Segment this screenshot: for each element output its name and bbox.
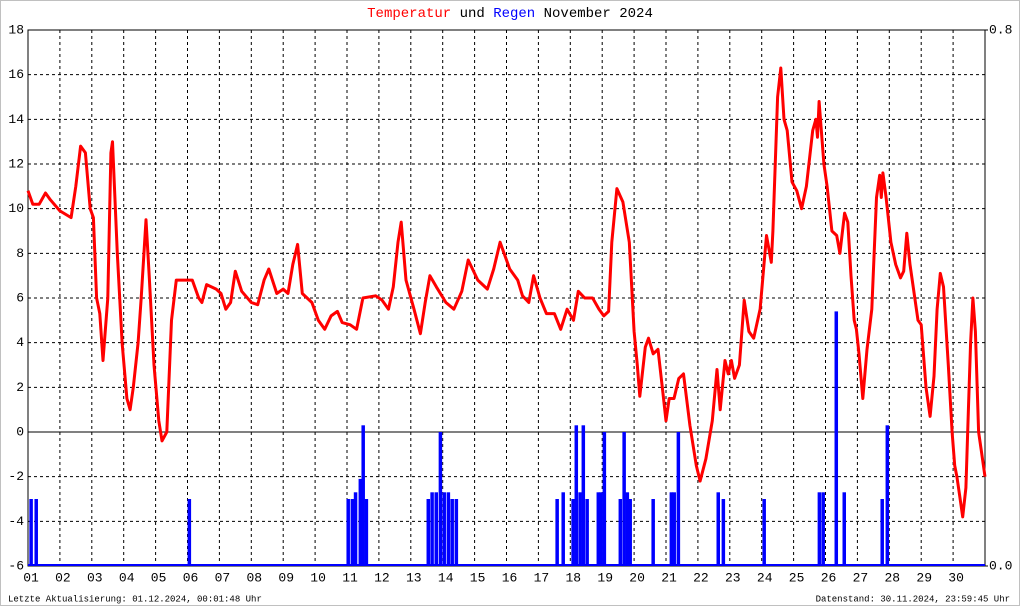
x-tick-label: 05 [151,570,167,585]
x-tick-label: 24 [757,570,773,585]
x-tick-label: 04 [119,570,135,585]
x-tick-label: 21 [661,570,677,585]
rain-bar [596,492,601,566]
rain-bar [821,492,825,566]
y-tick-label: -2 [8,469,24,484]
title-series-temp: Temperatur [367,6,451,22]
x-tick-label: 12 [374,570,390,585]
rain-bar [34,499,38,566]
rain-bar [716,492,720,566]
rain-bar [561,492,565,566]
y-tick-label: 4 [16,335,24,350]
x-tick-label: 06 [183,570,199,585]
rain-bar [676,432,681,566]
rain-bar [353,492,358,566]
y-tick-label: 18 [8,22,24,37]
x-tick-label: 30 [948,570,964,585]
rain-bar [618,499,623,566]
rain-bar [651,499,655,566]
rain-bar [721,499,726,566]
rain-bar [364,499,369,566]
rain-bar [434,492,439,566]
x-tick-label: 19 [597,570,613,585]
y-tick-label: 12 [8,156,24,171]
rain-bar [442,492,446,566]
rain-bar [599,492,603,566]
y-tick-label: 0 [16,424,24,439]
x-tick-label: 26 [821,570,837,585]
rain-bar [187,499,192,566]
rain-bar [446,492,451,566]
x-tick-label: 28 [884,570,900,585]
x-tick-label: 01 [23,570,39,585]
x-tick-label: 29 [916,570,932,585]
y2-tick-label: 0.8 [989,22,1012,37]
rain-bar [817,492,822,566]
rain-bar [571,499,575,566]
rain-bar [880,499,884,566]
rain-bar [581,425,586,566]
rain-bar [426,499,431,566]
y-tick-label: -6 [8,558,24,573]
rain-bar [834,311,839,566]
rain-bar [454,499,459,566]
title-series-rain: Regen [493,6,535,22]
x-tick-label: 25 [789,570,805,585]
rain-bar [361,425,365,566]
x-tick-label: 17 [534,570,550,585]
rain-bar [628,499,632,566]
title-part: November 2024 [544,6,653,22]
x-tick-label: 14 [438,570,454,585]
rain-bar [585,499,589,566]
rain-bar [622,432,626,566]
rain-bar [438,432,443,566]
x-tick-label: 07 [215,570,231,585]
rain-bar [29,499,33,566]
x-tick-label: 03 [87,570,103,585]
x-tick-label: 22 [693,570,709,585]
x-tick-label: 02 [55,570,71,585]
rain-bar [430,492,434,566]
footer-right: Datenstand: 30.11.2024, 23:59:45 Uhr [816,594,1010,604]
rain-bar [842,492,847,566]
rain-bar [669,492,674,566]
x-tick-label: 27 [853,570,869,585]
x-tick-label: 18 [565,570,581,585]
y-tick-label: 16 [8,67,24,82]
rain-bar [350,499,355,566]
rain-bar [625,492,630,566]
x-tick-label: 10 [310,570,326,585]
x-tick-label: 20 [629,570,645,585]
chart-title: Temperatur und Regen November 2024 [367,6,653,22]
x-tick-label: 08 [246,570,262,585]
rain-bar [346,499,350,566]
title-part: und [460,6,485,22]
rain-bar [555,499,559,566]
x-tick-label: 11 [342,570,358,585]
rain-bar [574,425,579,566]
rain-bar [602,432,607,566]
rain-bar [762,499,766,566]
y-tick-label: 8 [16,246,24,261]
y-tick-label: -4 [8,514,24,529]
rain-bar [578,492,582,566]
y-tick-label: 6 [16,290,24,305]
y-tick-label: 2 [16,380,24,395]
rain-bar [358,478,363,566]
rain-bar [885,425,890,566]
y-tick-label: 14 [8,112,24,127]
temperature-line [26,66,987,519]
x-tick-label: 16 [502,570,518,585]
x-tick-label: 13 [406,570,422,585]
y-tick-label: 10 [8,201,24,216]
rain-bar [450,499,454,566]
rain-bar [672,492,676,566]
footer-left: Letzte Aktualisierung: 01.12.2024, 00:01… [8,594,262,604]
x-tick-label: 09 [278,570,294,585]
x-tick-label: 15 [470,570,486,585]
x-tick-label: 23 [725,570,741,585]
y2-tick-label: 0.0 [989,558,1012,573]
